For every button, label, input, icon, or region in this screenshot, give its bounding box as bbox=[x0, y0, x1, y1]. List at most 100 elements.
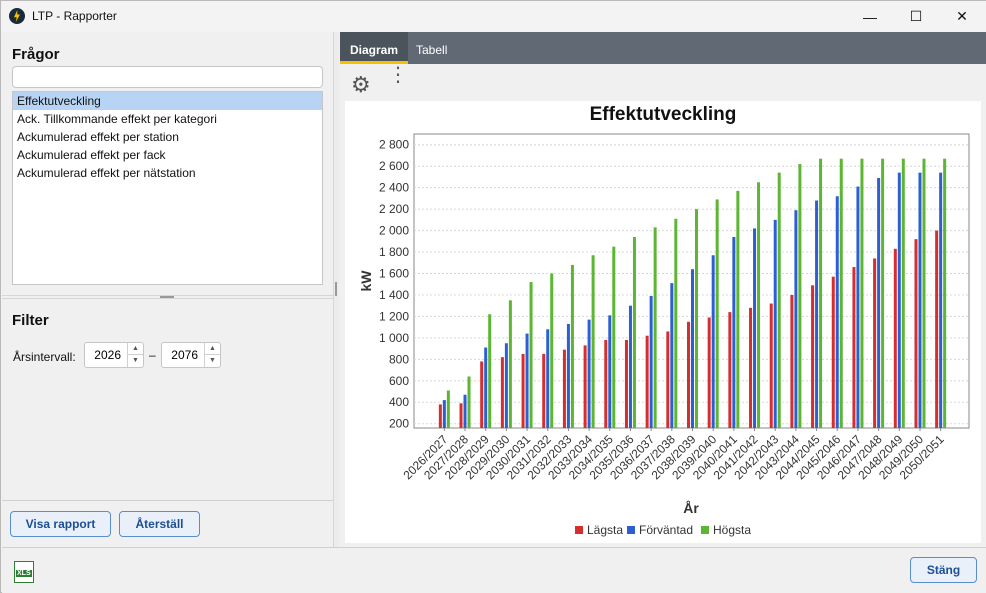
year-to-down-icon[interactable]: ▼ bbox=[209, 357, 216, 364]
bar-förväntad bbox=[670, 283, 674, 428]
bar-förväntad bbox=[628, 305, 632, 428]
questions-title: Frågor bbox=[12, 46, 60, 63]
right-panel: Diagram Tabell ⚙ ⋮ Effektutveckling 200 40… bbox=[340, 32, 986, 547]
tab-diagram[interactable]: Diagram bbox=[340, 32, 409, 64]
bar-lägsta bbox=[935, 230, 939, 428]
bar-förväntad bbox=[691, 269, 694, 428]
bar-förväntad bbox=[918, 172, 922, 428]
bar-högsta bbox=[943, 158, 947, 428]
bar-högsta bbox=[508, 300, 512, 428]
question-item[interactable]: Effektutveckling bbox=[13, 92, 322, 110]
year-from-input[interactable] bbox=[87, 346, 125, 364]
bottom-bar: XLS Stäng bbox=[2, 547, 986, 593]
bar-lägsta bbox=[831, 276, 835, 428]
question-item[interactable]: Ackumulerad effekt per fack bbox=[17, 148, 166, 162]
close-button[interactable]: Stäng bbox=[910, 557, 977, 583]
xls-badge: XLS bbox=[16, 570, 32, 577]
year-from-spinner[interactable]: ▲ ▼ bbox=[84, 342, 144, 368]
bar-förväntad bbox=[856, 186, 860, 428]
bar-förväntad bbox=[897, 172, 901, 428]
year-range-label: Årsintervall: bbox=[13, 350, 76, 364]
year-to-input[interactable] bbox=[164, 346, 202, 364]
bar-förväntad bbox=[649, 296, 653, 428]
bar-högsta bbox=[446, 390, 450, 428]
y-tick-label: 400 bbox=[389, 395, 409, 409]
bar-lägsta bbox=[542, 353, 546, 428]
y-tick-label: 1 600 bbox=[379, 266, 409, 280]
reset-button[interactable]: Återställ bbox=[119, 511, 200, 537]
question-item[interactable]: Ackumulerad effekt per station bbox=[17, 130, 179, 144]
bar-förväntad bbox=[877, 177, 881, 428]
year-from-up-icon[interactable]: ▲ bbox=[128, 343, 143, 355]
legend-label: Förväntad bbox=[639, 523, 693, 537]
bar-förväntad bbox=[525, 333, 529, 428]
year-from-down-icon[interactable]: ▼ bbox=[132, 357, 139, 364]
bar-lägsta bbox=[749, 307, 753, 428]
bar-lägsta bbox=[790, 294, 794, 428]
tab-tabell[interactable]: Tabell bbox=[416, 43, 448, 57]
legend-swatch bbox=[701, 526, 709, 534]
gear-icon[interactable]: ⚙ bbox=[351, 72, 371, 97]
bar-lägsta bbox=[893, 248, 897, 428]
bar-förväntad bbox=[504, 343, 508, 428]
bar-högsta bbox=[570, 264, 574, 428]
bar-lägsta bbox=[438, 404, 442, 428]
bar-högsta bbox=[881, 158, 885, 428]
close-window-button[interactable]: ✕ bbox=[956, 8, 968, 24]
more-vertical-icon[interactable]: ⋮ bbox=[388, 64, 408, 86]
bar-högsta bbox=[839, 158, 843, 428]
y-tick-label: 1 400 bbox=[379, 288, 409, 302]
bar-förväntad bbox=[566, 323, 570, 428]
minimize-button[interactable]: — bbox=[863, 8, 877, 25]
y-tick-label: 1 000 bbox=[379, 331, 409, 345]
year-to-up-icon[interactable]: ▲ bbox=[205, 343, 220, 355]
y-tick-label: 200 bbox=[389, 417, 409, 431]
bar-högsta bbox=[550, 273, 554, 428]
app-logo-icon bbox=[9, 8, 25, 24]
bar-högsta bbox=[901, 158, 905, 428]
bar-högsta bbox=[819, 158, 823, 428]
bar-förväntad bbox=[442, 400, 446, 428]
bar-högsta bbox=[736, 190, 740, 428]
y-tick-label: 2 600 bbox=[379, 159, 409, 173]
bar-lägsta bbox=[666, 331, 670, 428]
bar-förväntad bbox=[835, 196, 839, 428]
left-panel: Frågor Effektutveckling Ack. Tillkommande… bbox=[2, 32, 333, 547]
y-tick-label: 600 bbox=[389, 374, 409, 388]
bar-högsta bbox=[757, 182, 761, 428]
year-to-spinner[interactable]: ▲ ▼ bbox=[161, 342, 221, 368]
bar-högsta bbox=[591, 255, 595, 428]
y-tick-label: 800 bbox=[389, 352, 409, 366]
show-report-button[interactable]: Visa rapport bbox=[10, 511, 111, 537]
legend-label: Lägsta bbox=[587, 523, 623, 537]
xls-file-icon[interactable]: XLS bbox=[14, 561, 34, 583]
vertical-splitter[interactable] bbox=[333, 32, 339, 547]
y-tick-label: 1 800 bbox=[379, 245, 409, 259]
maximize-button[interactable]: ☐ bbox=[909, 8, 923, 24]
bar-lägsta bbox=[604, 340, 608, 428]
question-item[interactable]: Ackumulerad effekt per nätstation bbox=[17, 166, 196, 180]
question-search-input[interactable] bbox=[12, 66, 323, 88]
bar-förväntad bbox=[732, 237, 736, 428]
bar-högsta bbox=[529, 282, 533, 428]
bar-högsta bbox=[715, 199, 719, 428]
bar-lägsta bbox=[914, 239, 918, 428]
bar-förväntad bbox=[484, 347, 488, 428]
bar-lägsta bbox=[769, 303, 773, 428]
bar-högsta bbox=[695, 209, 698, 428]
y-tick-label: 2 000 bbox=[379, 224, 409, 238]
bar-lägsta bbox=[480, 361, 484, 428]
y-tick-label: 2 400 bbox=[379, 181, 409, 195]
bar-högsta bbox=[612, 246, 616, 428]
bar-högsta bbox=[488, 314, 492, 428]
bar-förväntad bbox=[753, 228, 757, 428]
bar-högsta bbox=[653, 227, 657, 428]
horizontal-splitter[interactable] bbox=[2, 295, 333, 299]
bar-lägsta bbox=[852, 267, 856, 428]
question-list: Effektutveckling Ack. Tillkommande effekt… bbox=[12, 91, 323, 285]
question-item[interactable]: Ack. Tillkommande effekt per kategori bbox=[17, 112, 217, 126]
bar-chart: Effektutveckling 200 400 600 800 1 000 1 200 1 … bbox=[358, 104, 970, 537]
bar-förväntad bbox=[546, 329, 550, 428]
range-dash: – bbox=[149, 348, 156, 362]
